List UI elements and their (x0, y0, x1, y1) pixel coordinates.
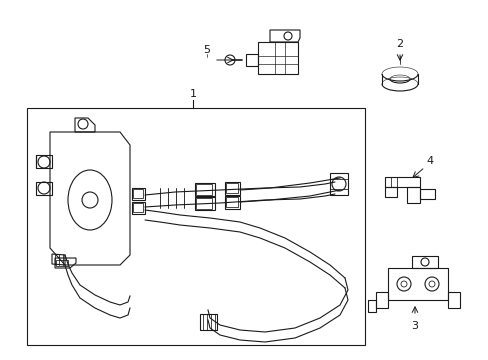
Bar (27, 108, 364, 345)
Bar (196, 198, 212, 209)
Bar (133, 203, 142, 212)
Text: 2: 2 (396, 39, 403, 49)
Bar (56, 260, 68, 266)
Text: 3: 3 (411, 321, 418, 331)
Bar (133, 189, 142, 198)
Text: 5: 5 (203, 45, 210, 55)
Bar (196, 184, 212, 195)
Text: 1: 1 (189, 89, 196, 99)
Text: 4: 4 (426, 156, 433, 166)
Bar (225, 183, 238, 193)
Bar (225, 197, 238, 207)
